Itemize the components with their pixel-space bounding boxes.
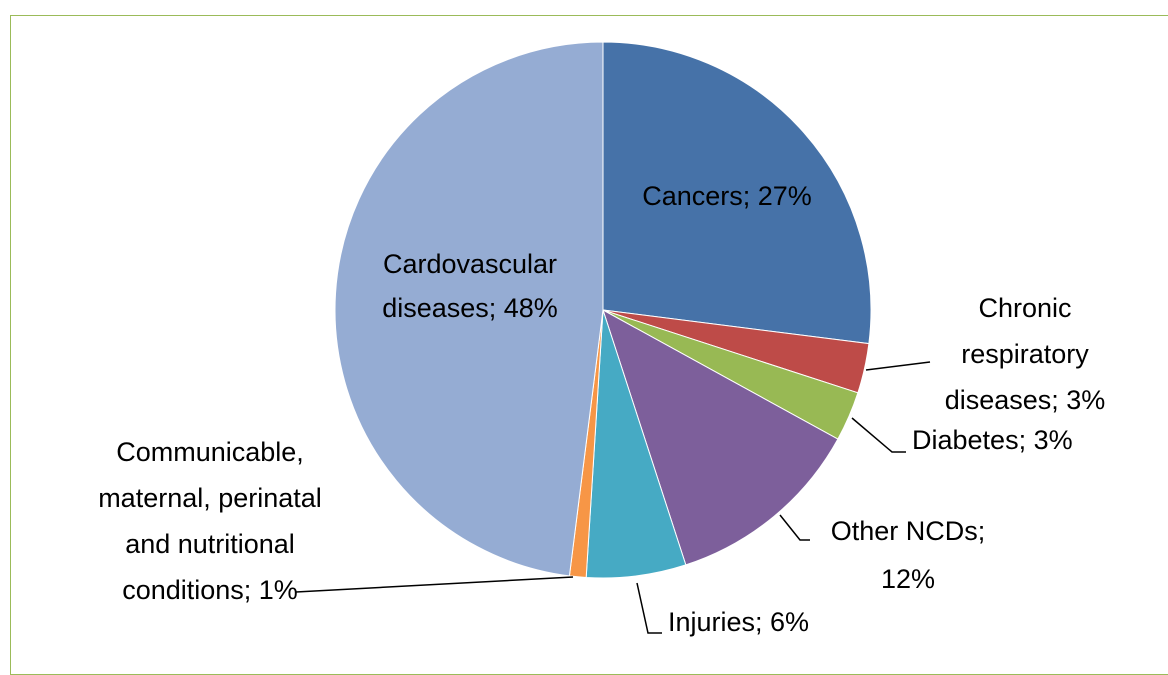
pie-slice xyxy=(602,41,872,345)
pie-slice xyxy=(334,41,604,577)
slice-label: Cardovascular diseases; 48% xyxy=(382,249,558,323)
leader-line xyxy=(295,576,574,593)
page: (() => { const data = JSON.parse(documen… xyxy=(10,15,1168,675)
pie-slice xyxy=(602,308,839,566)
chart xyxy=(295,41,931,634)
slice-label: Cancers; 27% xyxy=(642,181,812,211)
slice-label: Other NCDs; 12% xyxy=(830,516,986,594)
leader-line xyxy=(779,514,810,541)
slice-label: Communicable, maternal, perinatal and nu… xyxy=(98,437,322,605)
slices xyxy=(334,41,872,579)
leader-line xyxy=(636,582,662,634)
slice-label: Injuries; 6% xyxy=(668,607,810,637)
slice-label: Diabetes; 3% xyxy=(912,425,1073,455)
leader-line xyxy=(865,361,931,371)
slice-label: Chronic respiratory diseases; 3% xyxy=(944,293,1106,415)
leader-line xyxy=(851,417,906,453)
